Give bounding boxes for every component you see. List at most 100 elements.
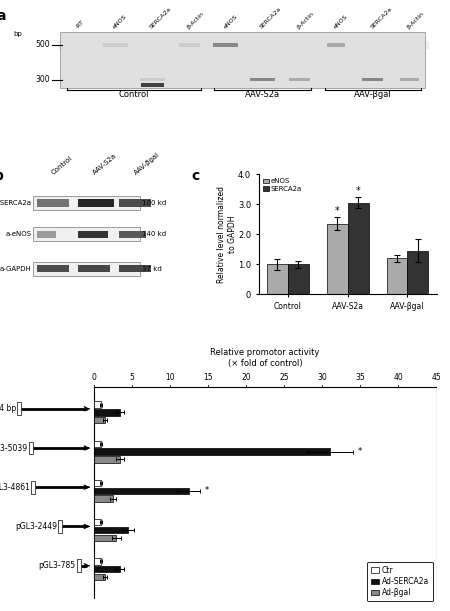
Bar (94, 441, 101, 447)
Bar (119, 231, 146, 238)
Text: pGL3-785: pGL3-785 (39, 561, 76, 570)
Text: c: c (191, 169, 200, 183)
Bar (119, 265, 151, 273)
Text: b: b (0, 169, 4, 183)
Text: 100 kd: 100 kd (142, 200, 166, 206)
Bar (94, 409, 120, 415)
Text: 37 kd: 37 kd (142, 266, 162, 272)
Bar (348, 203, 369, 295)
Text: 20: 20 (241, 373, 251, 382)
Text: AAV-S2a: AAV-S2a (92, 152, 118, 176)
Bar (33, 262, 140, 276)
Text: Control: Control (51, 155, 74, 176)
Bar (78, 199, 113, 207)
Bar (328, 43, 345, 47)
Text: *: * (357, 447, 361, 456)
Bar (94, 535, 117, 541)
Bar (94, 417, 105, 423)
Text: SERCA2a: SERCA2a (369, 6, 393, 29)
Text: SERCA2a: SERCA2a (149, 6, 172, 29)
Text: AAV-βgal: AAV-βgal (133, 151, 161, 176)
Text: pGL3-2449: pGL3-2449 (15, 522, 57, 531)
Text: 300: 300 (36, 75, 50, 84)
Bar (37, 231, 56, 238)
Bar (119, 199, 151, 207)
Bar (94, 480, 101, 486)
Text: *: * (205, 486, 209, 496)
Bar (60, 32, 425, 87)
Bar (94, 519, 101, 525)
Text: β-Actin: β-Actin (296, 10, 315, 29)
Text: 140 kd: 140 kd (142, 232, 166, 237)
Text: -RT: -RT (75, 19, 86, 29)
Y-axis label: Relative level normalized
to GAPDH: Relative level normalized to GAPDH (217, 186, 237, 283)
Bar (140, 78, 165, 81)
Bar (58, 520, 62, 533)
Bar (78, 230, 108, 238)
Text: 35: 35 (356, 373, 365, 382)
Text: 0: 0 (91, 373, 96, 382)
Bar (77, 559, 81, 572)
Bar (94, 566, 120, 573)
Bar (179, 43, 200, 47)
Bar (94, 401, 101, 408)
Bar (213, 43, 238, 47)
Text: pGL3-6074 bp: pGL3-6074 bp (0, 404, 16, 413)
Text: AAV-βgal: AAV-βgal (354, 90, 392, 99)
Text: β-Actin: β-Actin (406, 10, 425, 29)
Text: AAV-S2a: AAV-S2a (245, 90, 280, 99)
Text: eNOS: eNOS (222, 13, 238, 29)
Text: 30: 30 (317, 373, 327, 382)
Bar (250, 78, 275, 81)
Text: 40: 40 (393, 373, 403, 382)
Legend: eNOS, SERCA2a: eNOS, SERCA2a (262, 178, 302, 192)
Bar (327, 224, 348, 295)
Text: a-GAPDH: a-GAPDH (0, 266, 32, 272)
Text: β-Actin: β-Actin (185, 10, 205, 29)
Bar (29, 442, 33, 455)
Text: a: a (0, 9, 6, 23)
Text: a-eNOS: a-eNOS (5, 232, 32, 237)
Text: a-SERCA2a: a-SERCA2a (0, 200, 32, 206)
Bar (94, 456, 120, 463)
Bar (94, 488, 189, 494)
Bar (103, 43, 128, 47)
Bar (387, 258, 408, 295)
Text: eNOS: eNOS (112, 13, 128, 29)
Bar (94, 448, 330, 455)
Bar (288, 265, 309, 295)
Text: 500: 500 (36, 40, 50, 49)
Bar (37, 265, 69, 273)
Bar (17, 403, 21, 415)
Bar (33, 227, 140, 241)
Bar (141, 83, 164, 87)
Bar (408, 251, 428, 295)
Text: 15: 15 (203, 373, 213, 382)
Bar (94, 574, 105, 580)
Bar (289, 78, 310, 81)
Bar (94, 527, 128, 533)
Text: 45: 45 (432, 373, 441, 382)
Bar (94, 496, 112, 502)
Text: Relative promotor activity
(× fold of control): Relative promotor activity (× fold of co… (210, 348, 320, 368)
Bar (31, 481, 35, 494)
Bar (37, 199, 69, 207)
Legend: Ctr, Ad-SERCA2a, Ad-βgal: Ctr, Ad-SERCA2a, Ad-βgal (367, 562, 433, 601)
Text: 10: 10 (165, 373, 175, 382)
Bar (78, 265, 110, 273)
Text: eNOS: eNOS (333, 13, 348, 29)
Text: *: * (356, 186, 360, 196)
Bar (362, 78, 383, 81)
Text: 25: 25 (279, 373, 289, 382)
Text: pGL3-5039: pGL3-5039 (0, 444, 28, 453)
Text: SERCA2a: SERCA2a (259, 6, 283, 29)
Bar (33, 196, 140, 210)
Text: 5: 5 (129, 373, 134, 382)
Bar (267, 265, 288, 295)
Text: bp: bp (14, 31, 22, 37)
Text: pGL3-4861: pGL3-4861 (0, 483, 30, 492)
Bar (400, 78, 419, 81)
Text: Control: Control (119, 90, 149, 99)
Bar (94, 558, 101, 565)
Text: *: * (335, 207, 340, 216)
